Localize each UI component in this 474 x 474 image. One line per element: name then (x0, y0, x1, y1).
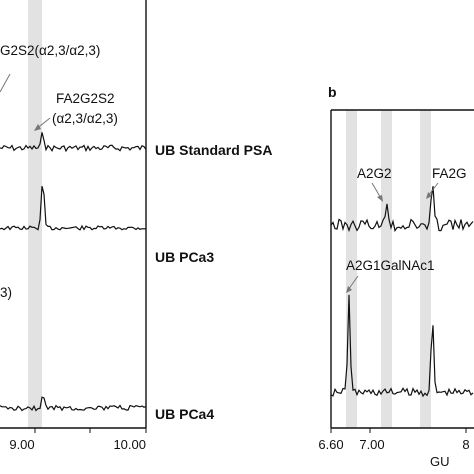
highlight-band-a (28, 0, 42, 428)
highlight-band-b-2 (381, 110, 392, 428)
arrow-g2s2 (0, 73, 11, 93)
trace-ub-standard-psa (0, 132, 147, 153)
highlight-band-b-1 (346, 110, 357, 428)
trace-ub-pca4 (0, 396, 147, 412)
panel-label-b: b (328, 84, 337, 100)
trace-ub-pca3 (0, 185, 147, 231)
tick-a-9.00: 9.00 (9, 437, 34, 452)
arrowhead-fa2g2s2 (34, 124, 41, 131)
annotation-a2g1galnac1: A2G1GalNAc1 (346, 258, 435, 273)
series-label-ub-standard-psa: UB Standard PSA (155, 142, 272, 158)
annotation-fa2g2s2-line1: FA2G2S2 (56, 91, 115, 106)
annotation-a2g2: A2G2 (357, 166, 392, 181)
annotation-fa2g2s2-line2: (α2,3/α2,3) (52, 111, 118, 126)
arrowhead-fa2g (426, 192, 432, 199)
annotation-3: 3) (0, 285, 12, 300)
series-label-ub-pca3: UB PCa3 (155, 249, 214, 265)
arrowhead-a2g2 (377, 195, 383, 202)
annotation-g2s2: G2S2(α2,3/α2,3) (0, 43, 100, 58)
arrowhead-a2g1galnac1 (346, 286, 352, 293)
trace-b-upper (330, 186, 474, 233)
tick-b-7.00: 7.00 (359, 437, 384, 452)
trace-b-lower (330, 294, 474, 398)
tick-b-6.60: 6.60 (318, 437, 343, 452)
highlight-band-b-3 (420, 110, 431, 428)
axis-label-gu: GU (430, 454, 450, 469)
series-label-ub-pca4: UB PCa4 (155, 406, 214, 422)
annotation-fa2g: FA2G (432, 166, 467, 181)
tick-a-10.00: 10.00 (113, 437, 146, 452)
tick-b-8: 8 (462, 437, 469, 452)
